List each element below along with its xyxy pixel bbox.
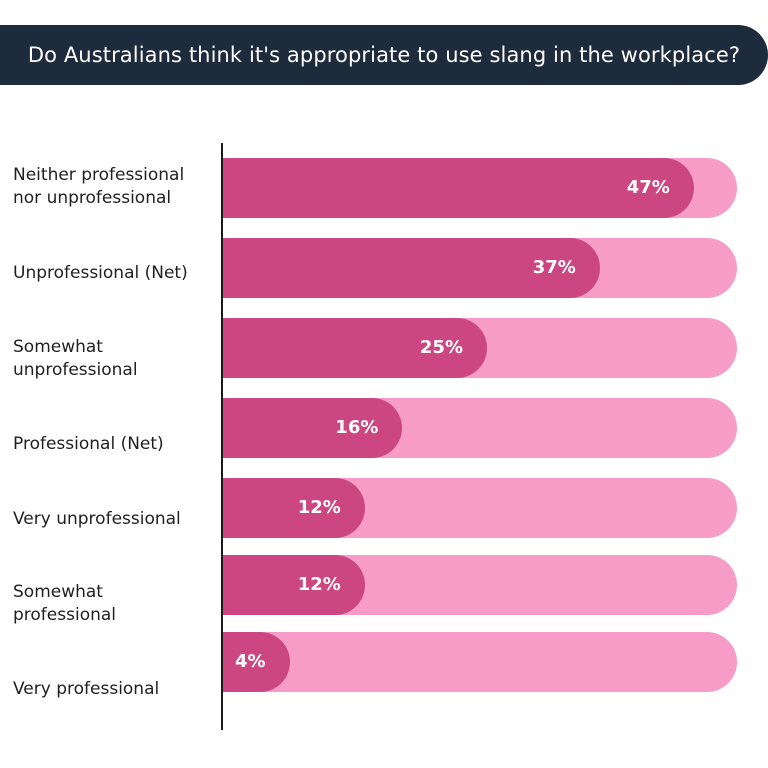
category-label: Somewhat unprofessional [13, 336, 213, 382]
value-label: 12% [297, 574, 341, 595]
value-label: 47% [626, 177, 670, 198]
bar [222, 478, 365, 538]
bar-track: 4% [222, 632, 737, 692]
category-label-line: Somewhat [13, 337, 103, 357]
bar-track: 25% [222, 318, 737, 378]
category-label-line: unprofessional [13, 360, 138, 380]
category-label-line: professional [13, 605, 117, 625]
category-label-line: Unprofessional (Net) [13, 263, 188, 283]
category-label: Unprofessional (Net) [13, 262, 213, 285]
bar [222, 555, 365, 615]
value-label: 12% [297, 497, 341, 518]
bar [222, 238, 600, 298]
bar-track: 12% [222, 478, 737, 538]
category-label: Very professional [13, 678, 213, 701]
value-label: 37% [532, 257, 576, 278]
value-label: 4% [235, 651, 266, 672]
bar [222, 398, 403, 458]
category-label-line: Very unprofessional [13, 509, 181, 529]
bar [222, 632, 290, 692]
bar-track: 37% [222, 238, 737, 298]
value-label: 25% [419, 337, 463, 358]
bar [222, 158, 694, 218]
bar-track: 12% [222, 555, 737, 615]
y-axis-line [221, 143, 223, 730]
chart-title: Do Australians think it's appropriate to… [27, 43, 741, 67]
category-label: Somewhat professional [13, 581, 213, 627]
value-label: 16% [335, 417, 379, 438]
category-label-line: nor unprofessional [13, 188, 172, 208]
bar-track: 47% [222, 158, 737, 218]
bar [222, 318, 487, 378]
category-label: Professional (Net) [13, 433, 213, 456]
chart-title-bar: Do Australians think it's appropriate to… [0, 25, 768, 85]
category-label-line: Somewhat [13, 582, 103, 602]
category-label-line: Professional (Net) [13, 434, 164, 454]
category-label: Neither professional nor unprofessional [13, 164, 213, 210]
bar-track: 16% [222, 398, 737, 458]
category-label-line: Very professional [13, 679, 160, 699]
category-label: Very unprofessional [13, 508, 213, 531]
category-label-line: Neither professional [13, 165, 185, 185]
